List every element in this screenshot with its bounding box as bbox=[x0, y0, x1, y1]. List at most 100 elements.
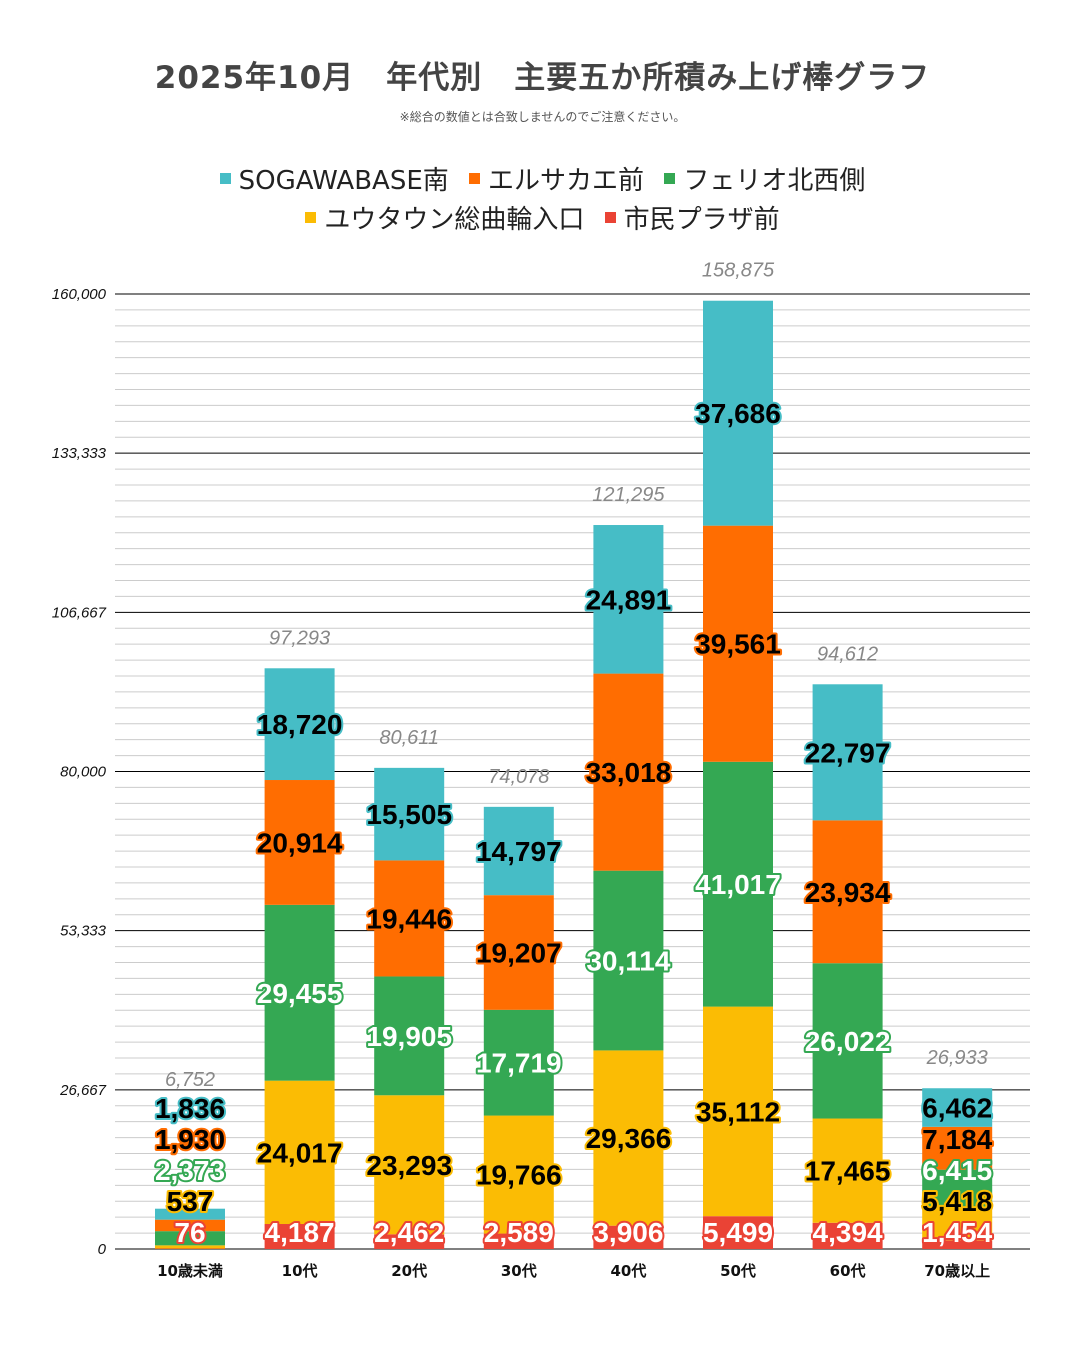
bar-segment bbox=[703, 761, 773, 1007]
legend-row-1: SOGAWABASE南 エルサカエ前 フェリオ北西側 bbox=[0, 160, 1085, 197]
x-tick-label: 50代 bbox=[720, 1262, 756, 1280]
chart-title: 2025年10月 年代別 主要五か所積み上げ棒グラフ bbox=[154, 60, 931, 96]
x-tick-label: 40代 bbox=[610, 1262, 646, 1280]
bar-segment bbox=[264, 904, 335, 1081]
legend-label: フェリオ北西側 bbox=[683, 166, 866, 196]
data-label: 23,293 bbox=[366, 1150, 452, 1181]
bar-segment bbox=[483, 1115, 554, 1234]
y-tick-label: 106,667 bbox=[52, 604, 107, 621]
total-label: 26,933 bbox=[926, 1047, 988, 1069]
data-label: 1,454 bbox=[922, 1217, 992, 1248]
bar-segment bbox=[264, 668, 335, 781]
data-label: 14,797 bbox=[476, 836, 562, 867]
chart-subtitle: ※総合の数値とは合致しませんのでご注意ください。 bbox=[399, 110, 686, 124]
total-label: 97,293 bbox=[269, 627, 330, 649]
y-tick-label: 80,000 bbox=[60, 764, 107, 781]
data-label: 6,462 bbox=[922, 1093, 992, 1124]
legend-label: エルサカエ前 bbox=[488, 166, 645, 196]
bar-segment bbox=[593, 525, 664, 674]
bar-segment bbox=[374, 976, 445, 1096]
data-label: 30,114 bbox=[586, 946, 671, 977]
bar-segment bbox=[593, 1050, 664, 1226]
data-label: 22,797 bbox=[805, 737, 891, 768]
legend-item-ferio[interactable]: フェリオ北西側 bbox=[664, 160, 865, 197]
total-label: 80,611 bbox=[379, 727, 439, 749]
legend-label: 市民プラザ前 bbox=[623, 205, 780, 235]
legend-swatch bbox=[219, 173, 231, 184]
y-tick-label: 0 bbox=[98, 1241, 107, 1258]
data-label: 5,418 bbox=[922, 1186, 992, 1217]
x-tick-label: 10代 bbox=[282, 1262, 318, 1280]
data-label: 29,455 bbox=[257, 978, 343, 1009]
legend-row-2: ユウタウン総曲輪入口 市民プラザ前 bbox=[0, 199, 1085, 236]
data-label: 37,686 bbox=[695, 398, 781, 429]
data-label: 20,914 bbox=[257, 827, 343, 858]
data-label: 4,187 bbox=[265, 1217, 335, 1248]
x-tick-label: 30代 bbox=[501, 1262, 537, 1280]
bar-segment bbox=[155, 1219, 225, 1232]
data-label: 19,446 bbox=[366, 903, 452, 934]
bar-segment bbox=[374, 860, 445, 977]
data-label: 23,934 bbox=[805, 877, 891, 908]
data-label: 17,719 bbox=[476, 1048, 562, 1079]
bar-segment bbox=[155, 1208, 225, 1220]
bar-segment bbox=[483, 806, 554, 896]
data-label: 39,561 bbox=[695, 629, 781, 660]
legend-item-yutown[interactable]: ユウタウン総曲輪入口 bbox=[305, 199, 584, 236]
legend-item-elsakae[interactable]: エルサカエ前 bbox=[469, 160, 644, 197]
bar-segment bbox=[703, 525, 773, 762]
legend-label: SOGAWABASE南 bbox=[238, 166, 449, 196]
bar-segment bbox=[264, 1080, 335, 1225]
bar-segment bbox=[812, 1118, 883, 1223]
y-tick-label: 26,667 bbox=[59, 1082, 107, 1099]
bar-segment bbox=[264, 780, 335, 905]
bar-segment bbox=[812, 963, 883, 1119]
y-tick-label: 160,000 bbox=[52, 286, 107, 303]
total-label: 6,752 bbox=[165, 1069, 215, 1091]
bar-segment bbox=[593, 673, 664, 871]
legend-swatch bbox=[469, 173, 481, 184]
bar-segment bbox=[483, 895, 554, 1010]
data-label: 19,207 bbox=[476, 937, 562, 968]
data-label: 2,373 bbox=[155, 1155, 225, 1186]
data-label: 18,720 bbox=[257, 709, 343, 740]
data-label: 6,415 bbox=[922, 1155, 992, 1186]
bar-segment bbox=[374, 767, 445, 861]
bar-segment bbox=[922, 1088, 993, 1127]
bar-segment bbox=[922, 1240, 993, 1249]
x-tick-label: 70歳以上 bbox=[924, 1262, 990, 1280]
total-label: 121,295 bbox=[592, 484, 665, 506]
bar-segment bbox=[922, 1207, 993, 1241]
x-tick-label: 20代 bbox=[391, 1262, 427, 1280]
bar-segment bbox=[703, 1216, 773, 1249]
data-label: 19,905 bbox=[366, 1021, 452, 1052]
data-label: 24,891 bbox=[586, 584, 672, 615]
data-label: 26,022 bbox=[805, 1026, 891, 1057]
data-label: 1,836 bbox=[155, 1093, 225, 1124]
data-label: 29,366 bbox=[586, 1123, 672, 1154]
bar-segment bbox=[483, 1233, 554, 1249]
data-label: 17,465 bbox=[805, 1156, 891, 1187]
bar-segment bbox=[155, 1245, 225, 1249]
data-label: 2,462 bbox=[374, 1217, 444, 1248]
bar-segment bbox=[374, 1234, 445, 1249]
data-label: 33,018 bbox=[586, 757, 672, 788]
bar-segment bbox=[812, 1222, 883, 1249]
data-label: 41,017 bbox=[695, 869, 781, 900]
total-label: 74,078 bbox=[488, 766, 549, 788]
total-label: 158,875 bbox=[702, 260, 775, 282]
data-label: 3,906 bbox=[593, 1217, 663, 1248]
bar-segment bbox=[703, 1006, 773, 1217]
y-tick-label: 53,333 bbox=[60, 923, 107, 940]
data-label: 5,499 bbox=[703, 1217, 773, 1248]
total-label: 94,612 bbox=[817, 643, 878, 665]
legend-item-shimin-plaza[interactable]: 市民プラザ前 bbox=[604, 199, 780, 236]
legend-item-sogawabase[interactable]: SOGAWABASE南 bbox=[219, 160, 449, 197]
data-label: 15,505 bbox=[366, 799, 452, 830]
bar-segment bbox=[922, 1126, 993, 1170]
legend-swatch bbox=[305, 212, 317, 223]
data-label: 24,017 bbox=[257, 1137, 343, 1168]
data-label: 1,930 bbox=[155, 1124, 225, 1155]
bar-segment bbox=[922, 1169, 993, 1208]
